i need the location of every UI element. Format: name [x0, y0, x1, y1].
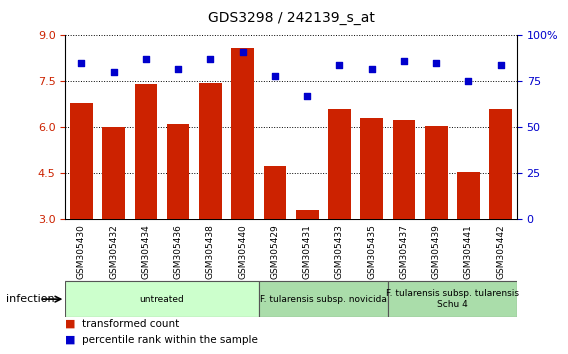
Bar — [259, 281, 388, 317]
Point — [141, 57, 151, 62]
Text: GSM305432: GSM305432 — [109, 224, 118, 279]
Point — [238, 49, 247, 55]
Bar — [102, 127, 125, 219]
Text: GSM305430: GSM305430 — [77, 224, 86, 279]
Text: GSM305435: GSM305435 — [367, 224, 376, 279]
Bar — [457, 172, 480, 219]
Bar — [135, 85, 157, 219]
Point — [432, 60, 441, 66]
Point — [77, 60, 86, 66]
Text: ■: ■ — [65, 319, 76, 329]
Text: GSM305440: GSM305440 — [238, 224, 247, 279]
Text: F. tularensis subsp. tularensis
Schu 4: F. tularensis subsp. tularensis Schu 4 — [386, 290, 519, 309]
Bar — [361, 118, 383, 219]
Text: GSM305441: GSM305441 — [464, 224, 473, 279]
Bar — [264, 166, 286, 219]
Text: GSM305438: GSM305438 — [206, 224, 215, 279]
Point — [367, 66, 376, 72]
Text: GSM305433: GSM305433 — [335, 224, 344, 279]
Point — [399, 58, 408, 64]
Text: GSM305439: GSM305439 — [432, 224, 441, 279]
Bar — [296, 210, 319, 219]
Point — [303, 93, 312, 99]
Text: infection: infection — [6, 294, 55, 304]
Point — [496, 62, 506, 68]
Bar — [231, 48, 254, 219]
Bar — [328, 109, 351, 219]
Text: GSM305436: GSM305436 — [174, 224, 183, 279]
Text: GSM305437: GSM305437 — [399, 224, 408, 279]
Bar — [388, 281, 517, 317]
Text: GDS3298 / 242139_s_at: GDS3298 / 242139_s_at — [208, 11, 374, 25]
Text: untreated: untreated — [140, 295, 185, 304]
Point — [109, 69, 118, 75]
Point — [464, 79, 473, 84]
Bar — [65, 281, 259, 317]
Point — [174, 66, 183, 72]
Text: transformed count: transformed count — [82, 319, 179, 329]
Text: percentile rank within the sample: percentile rank within the sample — [82, 335, 258, 345]
Bar — [199, 83, 222, 219]
Bar — [392, 120, 415, 219]
Text: GSM305442: GSM305442 — [496, 224, 506, 279]
Text: GSM305429: GSM305429 — [270, 224, 279, 279]
Bar — [425, 126, 448, 219]
Text: GSM305431: GSM305431 — [303, 224, 312, 279]
Text: GSM305434: GSM305434 — [141, 224, 151, 279]
Point — [206, 57, 215, 62]
Bar — [70, 103, 93, 219]
Point — [270, 73, 279, 79]
Bar — [167, 124, 190, 219]
Bar — [490, 109, 512, 219]
Point — [335, 62, 344, 68]
Text: ■: ■ — [65, 335, 76, 345]
Text: F. tularensis subsp. novicida: F. tularensis subsp. novicida — [260, 295, 387, 304]
